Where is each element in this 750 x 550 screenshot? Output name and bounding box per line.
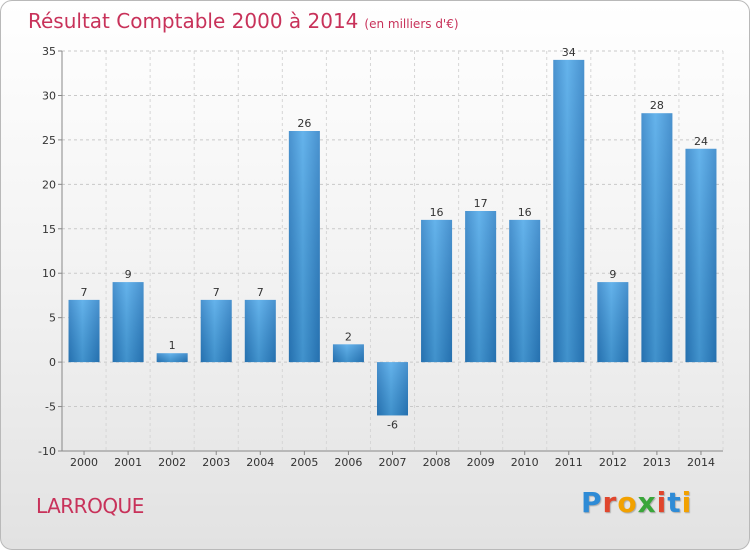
bar-group[interactable]: 7 — [200, 286, 232, 363]
bar-value-label: 24 — [694, 135, 708, 148]
logo-letter: i — [681, 486, 693, 519]
bar-shade — [685, 148, 717, 363]
axis-layer: -10 -5 0 5 10 15 20 25 30 35 2000 2001 2002 2003 2004 2… — [38, 45, 723, 469]
logo-letter: P — [581, 486, 603, 519]
bar-value-label: -6 — [387, 418, 398, 431]
bar-group[interactable]: 7 — [244, 286, 276, 363]
bar-shade — [597, 282, 629, 363]
bar-value-label: 17 — [474, 197, 488, 210]
logo-letter: i — [656, 486, 668, 519]
x-tick-label: 2007 — [379, 456, 407, 469]
place-name: LARROQUE — [36, 494, 144, 518]
bar-group[interactable]: 16 — [509, 206, 541, 363]
x-tick-label: 2010 — [511, 456, 539, 469]
bar-shade — [200, 299, 232, 363]
bar-value-label: 2 — [345, 330, 352, 343]
bar-group[interactable]: -6 — [377, 362, 408, 431]
x-tick-label: 2002 — [158, 456, 186, 469]
bar-value-label: 26 — [297, 117, 311, 130]
x-tick-label: 2014 — [687, 456, 715, 469]
bar-value-label: 16 — [430, 206, 444, 219]
y-tick-label: 25 — [42, 134, 56, 147]
y-tick-label: 5 — [49, 312, 56, 325]
bar-shade — [509, 219, 541, 363]
bar-value-label: 7 — [257, 286, 264, 299]
y-tick-label: -5 — [45, 401, 56, 414]
x-tick-label: 2008 — [423, 456, 451, 469]
x-tick-label: 2000 — [70, 456, 98, 469]
proxiti-logo[interactable]: Proxiti — [581, 486, 692, 519]
bar-value-label: 1 — [169, 339, 176, 352]
bar-group[interactable]: 9 — [112, 268, 144, 363]
bar-value-label: 7 — [81, 286, 88, 299]
x-tick-label: 2009 — [467, 456, 495, 469]
bar-value-label: 9 — [609, 268, 616, 281]
bar-shade — [332, 344, 364, 363]
bar-group[interactable]: 28 — [641, 99, 673, 363]
x-tick-label: 2001 — [114, 456, 142, 469]
bar-shade — [244, 299, 276, 363]
bar-shade — [421, 219, 453, 363]
bar-group[interactable]: 16 — [421, 206, 453, 363]
y-tick-label: 0 — [49, 356, 56, 369]
x-tick-label: 2003 — [202, 456, 230, 469]
bar-shade — [156, 353, 188, 363]
x-tick-label: 2004 — [246, 456, 274, 469]
bar-value-label: 16 — [518, 206, 532, 219]
bar-group[interactable]: 1 — [156, 339, 188, 363]
logo-letter: r — [602, 486, 618, 519]
bar-group[interactable]: 17 — [465, 197, 497, 363]
x-tick-label: 2005 — [290, 456, 318, 469]
bar-shade — [288, 131, 320, 363]
bar-group[interactable]: 9 — [597, 268, 629, 363]
bar-shade — [377, 362, 408, 416]
x-tick-label: 2013 — [643, 456, 671, 469]
y-tick-label: 35 — [42, 45, 56, 58]
y-tick-label: 15 — [42, 223, 56, 236]
chart-title-text: Résultat Comptable 2000 à 2014 — [28, 9, 359, 33]
logo-letter: o — [617, 486, 638, 519]
chart-title: Résultat Comptable 2000 à 2014 (en millie… — [28, 9, 459, 33]
y-tick-label: -10 — [38, 445, 56, 458]
logo-letter: x — [637, 486, 657, 519]
y-tick-label: 10 — [42, 267, 56, 280]
bar-shade — [553, 59, 585, 363]
bar-shade — [465, 211, 497, 363]
bar-shade — [641, 113, 673, 363]
bar-value-label: 28 — [650, 99, 664, 112]
bar-value-label: 7 — [213, 286, 220, 299]
y-tick-label: 30 — [42, 89, 56, 102]
x-tick-label: 2006 — [334, 456, 362, 469]
bar-group[interactable]: 7 — [68, 286, 100, 363]
bar-value-label: 9 — [125, 268, 132, 281]
bar-shade — [68, 299, 100, 363]
chart-unit: (en milliers d'€) — [364, 17, 459, 31]
bar-value-label: 34 — [562, 46, 576, 59]
x-tick-label: 2012 — [599, 456, 627, 469]
x-tick-label: 2011 — [555, 456, 583, 469]
y-tick-label: 20 — [42, 178, 56, 191]
bar-group[interactable]: 34 — [553, 46, 585, 363]
bar-shade — [112, 282, 144, 363]
bar-group[interactable]: 26 — [288, 117, 320, 363]
bar-group[interactable]: 24 — [685, 135, 717, 363]
logo-letter: t — [667, 486, 682, 519]
bar-group[interactable]: 2 — [332, 330, 364, 363]
